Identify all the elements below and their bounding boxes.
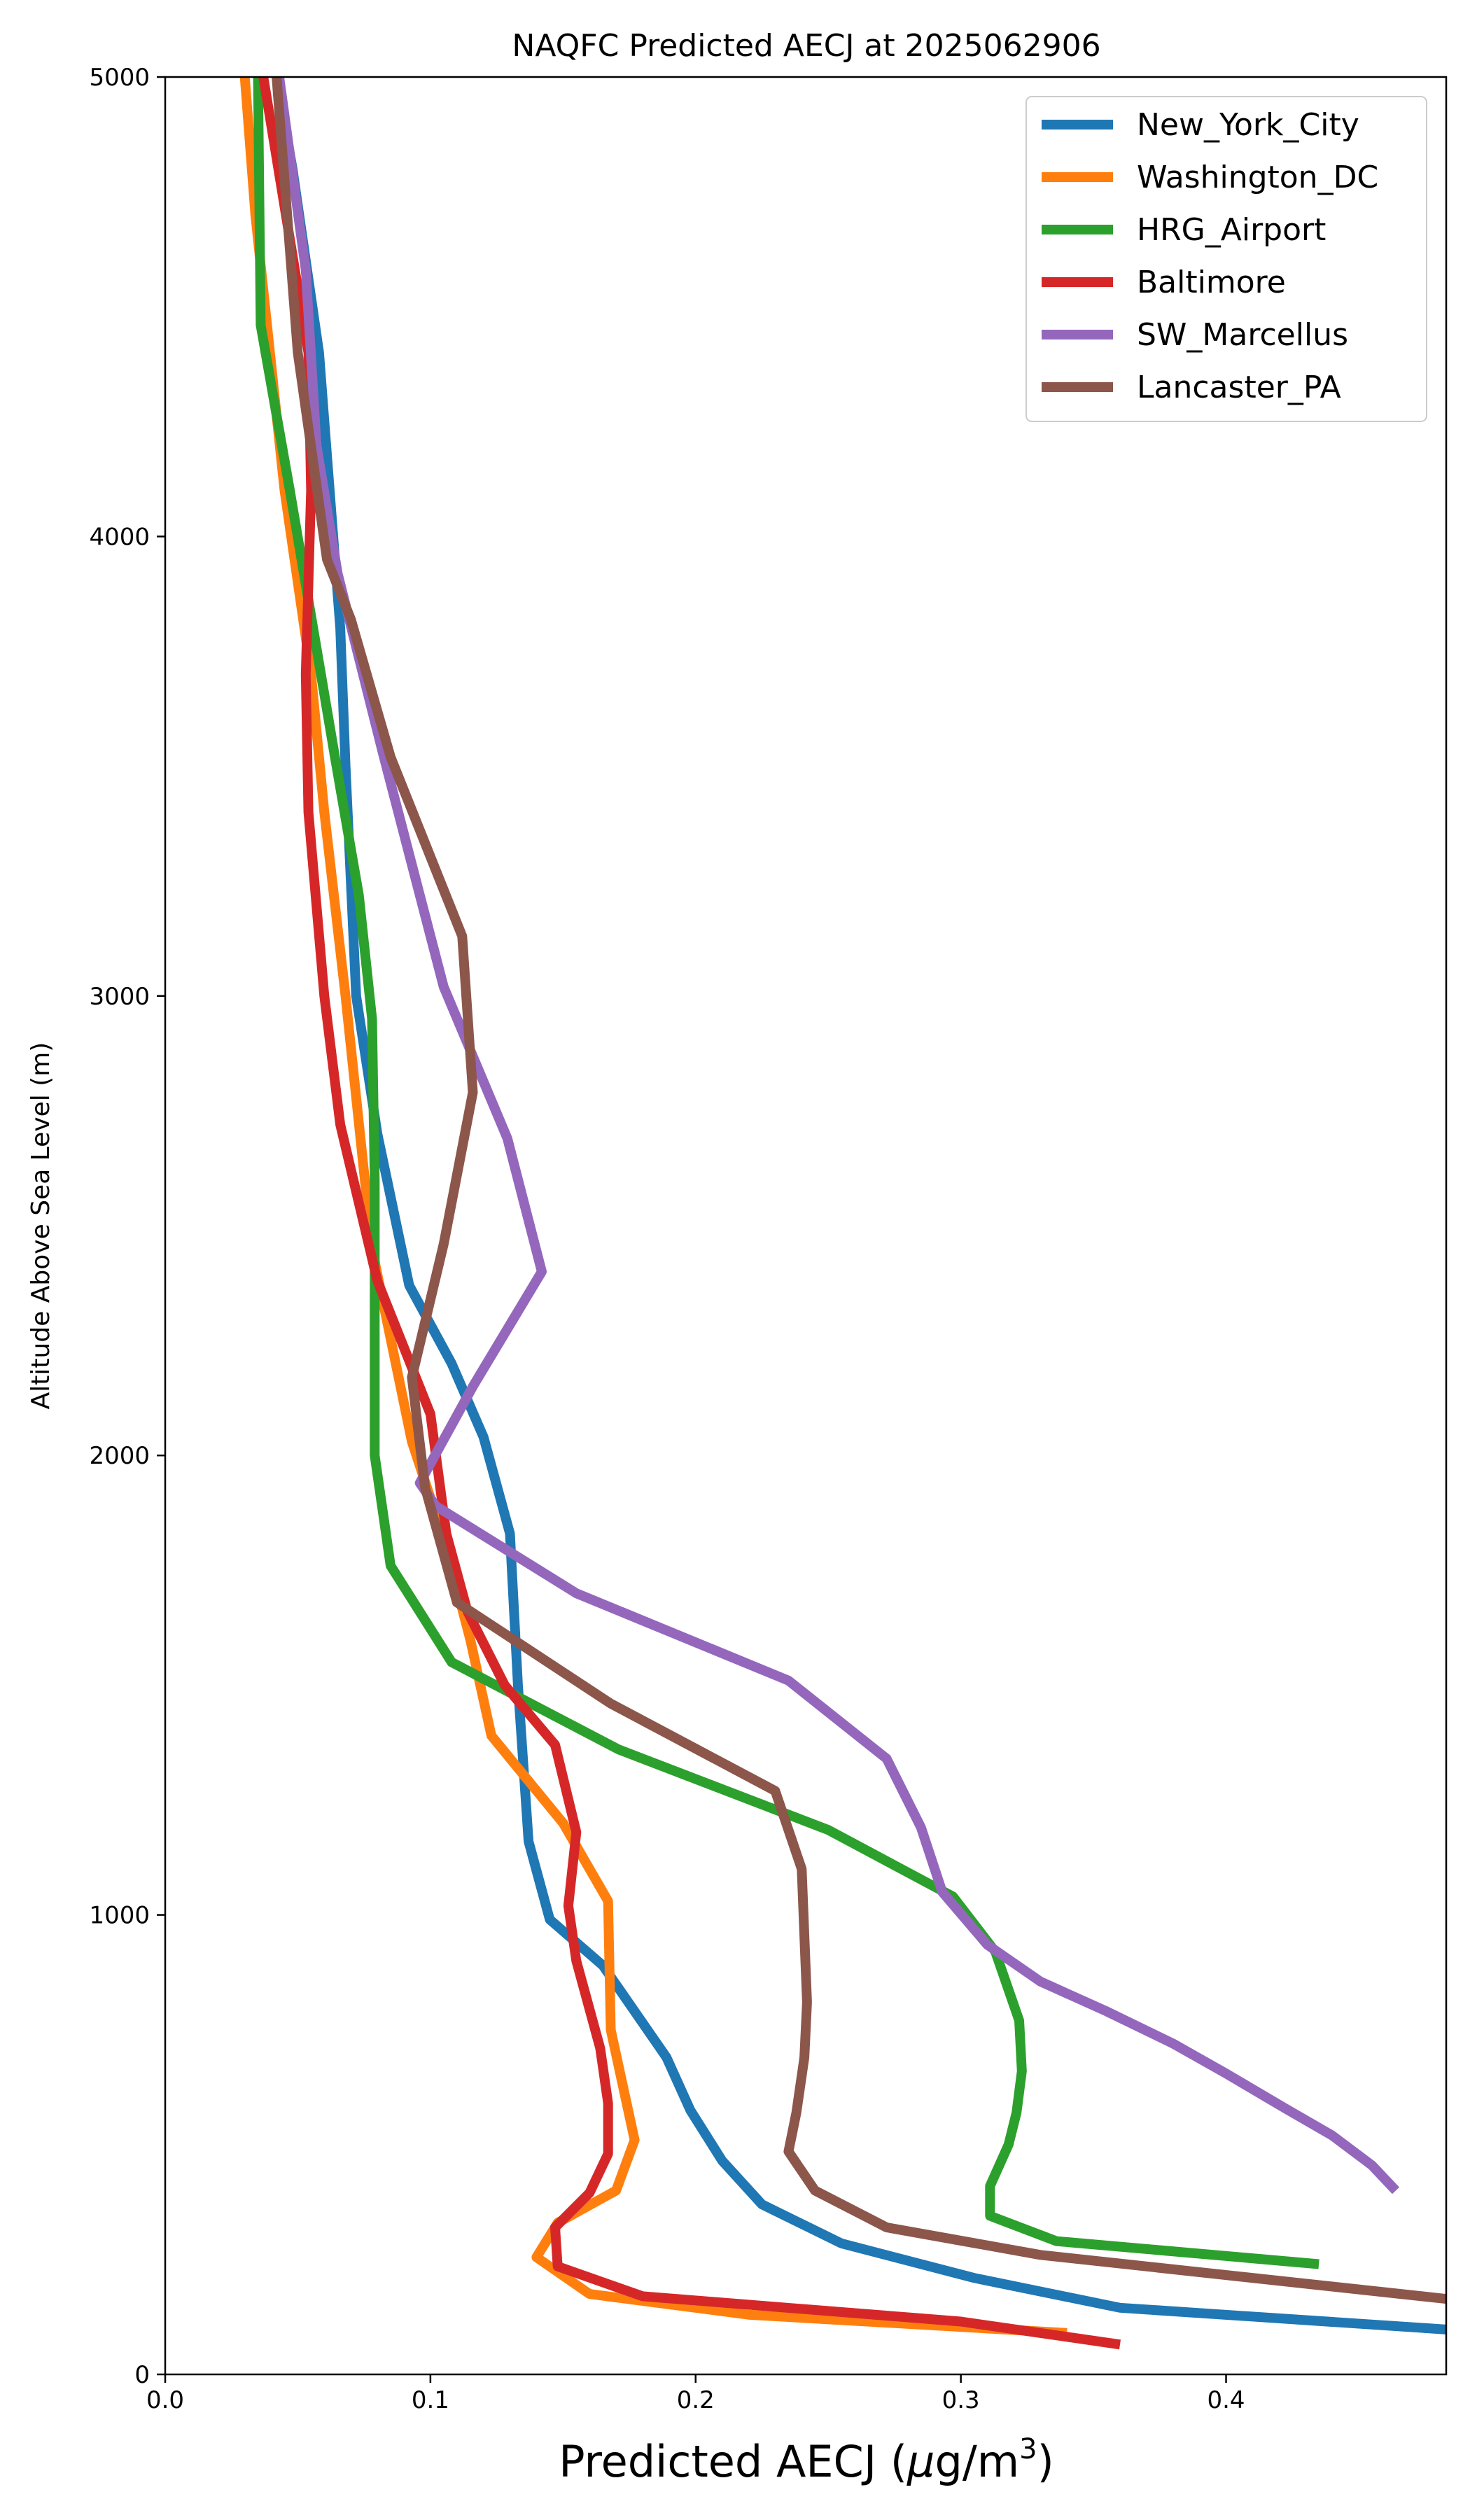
y-tick-label: 5000 [89, 64, 150, 92]
legend-label-hrg-airport: HRG_Airport [1137, 212, 1326, 248]
y-axis-label: Altitude Above Sea Level (m) [27, 1042, 55, 1410]
series-line-lancaster-pa [272, 77, 1446, 2304]
x-axis-label-unit: g/m [934, 2436, 1019, 2487]
y-tick-label: 3000 [89, 983, 150, 1011]
x-axis-label-exponent: 3 [1019, 2433, 1037, 2465]
y-axis: 0 1000 2000 3000 4000 5000 [89, 64, 165, 2389]
x-axis-label: Predicted AECJ (μg/m3) [559, 2433, 1054, 2487]
y-tick-label: 1000 [89, 1902, 150, 1930]
x-axis-label-main: Predicted AECJ ( [559, 2436, 907, 2487]
x-axis: 0.0 0.1 0.2 0.3 0.4 [146, 2374, 1245, 2414]
plot-area [164, 76, 1448, 2376]
legend-label-washington-dc: Washington_DC [1137, 160, 1378, 195]
legend-box [1026, 96, 1427, 422]
y-tick-label: 0 [134, 2361, 150, 2389]
x-axis-label-mu: μ [906, 2436, 934, 2487]
legend-label-sw-marcellus: SW_Marcellus [1137, 317, 1348, 353]
series-line-sw-marcellus [274, 77, 1400, 2194]
series-line-washington-dc [239, 77, 1068, 2338]
series-line-hrg-airport [253, 77, 1320, 2269]
y-tick-label: 4000 [89, 523, 150, 551]
chart-title: NAQFC Predicted AECJ at 2025062906 [512, 28, 1100, 64]
x-axis-label-close: ) [1037, 2436, 1054, 2487]
x-tick-label: 0.4 [1207, 2386, 1245, 2414]
legend-label-new-york-city: New_York_City [1137, 107, 1359, 143]
x-tick-label: 0.1 [412, 2386, 449, 2414]
x-tick-label: 0.3 [942, 2386, 980, 2414]
series-group [239, 77, 1446, 2350]
x-tick-label: 0.0 [146, 2386, 184, 2414]
axes-frame [164, 76, 1448, 2376]
legend-label-baltimore: Baltimore [1137, 265, 1286, 300]
y-tick-label: 2000 [89, 1442, 150, 1470]
series-line-new-york-city [272, 77, 1446, 2334]
legend: New_York_City Washington_DC HRG_Airport Bal… [1026, 96, 1427, 422]
series-line-baltimore [258, 77, 1121, 2350]
x-tick-label: 0.2 [677, 2386, 715, 2414]
legend-label-lancaster-pa: Lancaster_PA [1137, 370, 1341, 405]
